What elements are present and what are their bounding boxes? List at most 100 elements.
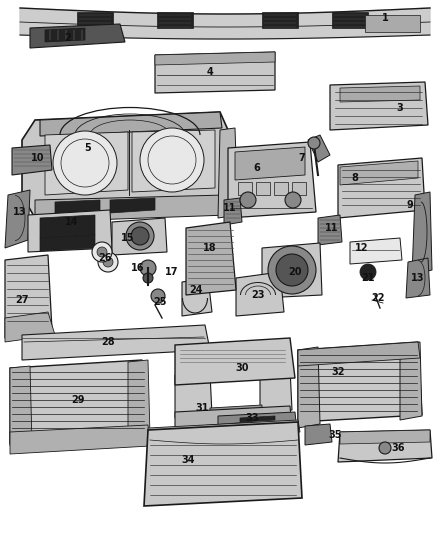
Text: 13: 13	[411, 273, 425, 283]
Text: 34: 34	[181, 455, 195, 465]
Text: 2: 2	[65, 33, 71, 43]
Polygon shape	[175, 338, 295, 385]
Polygon shape	[5, 190, 30, 248]
Polygon shape	[35, 195, 228, 222]
Polygon shape	[365, 15, 420, 32]
Polygon shape	[406, 258, 430, 298]
Circle shape	[98, 252, 118, 272]
Polygon shape	[298, 347, 320, 428]
Circle shape	[53, 131, 117, 195]
Text: 13: 13	[13, 207, 27, 217]
Polygon shape	[40, 235, 95, 251]
Text: 33: 33	[245, 413, 259, 423]
Text: 32: 32	[331, 367, 345, 377]
Polygon shape	[45, 28, 85, 42]
Text: 24: 24	[189, 285, 203, 295]
Polygon shape	[55, 200, 100, 215]
Polygon shape	[218, 412, 297, 436]
Text: 31: 31	[195, 403, 209, 413]
Circle shape	[285, 192, 301, 208]
Polygon shape	[10, 366, 32, 446]
Text: 26: 26	[98, 253, 112, 263]
Text: 1: 1	[381, 13, 389, 23]
Text: 30: 30	[235, 363, 249, 373]
Polygon shape	[332, 12, 368, 28]
Polygon shape	[260, 368, 292, 413]
Polygon shape	[198, 422, 254, 438]
Text: 15: 15	[121, 233, 135, 243]
Polygon shape	[274, 182, 288, 195]
Circle shape	[140, 260, 156, 276]
Polygon shape	[210, 405, 262, 422]
Polygon shape	[155, 52, 275, 93]
Circle shape	[379, 442, 391, 454]
Polygon shape	[132, 130, 215, 192]
Polygon shape	[40, 112, 222, 136]
Text: 36: 36	[391, 443, 405, 453]
Polygon shape	[305, 424, 332, 445]
Polygon shape	[28, 210, 112, 252]
Text: 23: 23	[251, 290, 265, 300]
Text: 17: 17	[165, 267, 179, 277]
Polygon shape	[77, 12, 113, 28]
Circle shape	[143, 273, 153, 283]
Polygon shape	[20, 8, 430, 39]
Polygon shape	[400, 342, 422, 420]
Polygon shape	[12, 145, 52, 175]
Polygon shape	[350, 238, 402, 264]
Polygon shape	[338, 430, 432, 462]
Polygon shape	[318, 215, 342, 245]
Polygon shape	[148, 420, 300, 440]
Polygon shape	[218, 128, 238, 218]
Text: 20: 20	[288, 267, 302, 277]
Polygon shape	[10, 360, 148, 444]
Polygon shape	[5, 255, 52, 338]
Text: 12: 12	[355, 243, 369, 253]
Polygon shape	[128, 360, 150, 440]
Text: 9: 9	[406, 200, 413, 210]
Circle shape	[360, 264, 376, 280]
Text: 3: 3	[397, 103, 403, 113]
Polygon shape	[330, 82, 428, 130]
Text: 27: 27	[15, 295, 29, 305]
Text: 28: 28	[101, 337, 115, 347]
Polygon shape	[175, 373, 212, 418]
Polygon shape	[338, 158, 425, 218]
Text: 22: 22	[371, 293, 385, 303]
Text: 11: 11	[223, 203, 237, 213]
Text: 16: 16	[131, 263, 145, 273]
Polygon shape	[178, 341, 287, 368]
Polygon shape	[30, 24, 125, 48]
Polygon shape	[22, 325, 210, 360]
Circle shape	[97, 247, 107, 257]
Polygon shape	[186, 222, 236, 295]
Circle shape	[140, 128, 204, 192]
Polygon shape	[262, 12, 298, 28]
Polygon shape	[22, 112, 228, 218]
Circle shape	[126, 222, 154, 250]
Polygon shape	[112, 218, 167, 255]
Polygon shape	[412, 192, 432, 275]
Polygon shape	[298, 342, 422, 422]
Circle shape	[92, 242, 112, 262]
Text: 21: 21	[361, 273, 375, 283]
Polygon shape	[235, 147, 305, 180]
Text: 8: 8	[352, 173, 358, 183]
Text: 4: 4	[207, 67, 213, 77]
Circle shape	[240, 192, 256, 208]
Polygon shape	[5, 312, 55, 342]
Polygon shape	[236, 272, 284, 316]
Polygon shape	[308, 135, 330, 162]
Polygon shape	[340, 430, 430, 444]
Circle shape	[268, 246, 316, 294]
Text: 29: 29	[71, 395, 85, 405]
Circle shape	[131, 227, 149, 245]
Polygon shape	[45, 132, 128, 195]
Text: 5: 5	[85, 143, 92, 153]
Circle shape	[308, 137, 320, 149]
Polygon shape	[157, 12, 193, 28]
Circle shape	[103, 257, 113, 267]
Polygon shape	[10, 425, 150, 454]
Polygon shape	[155, 52, 275, 65]
Polygon shape	[340, 161, 418, 185]
